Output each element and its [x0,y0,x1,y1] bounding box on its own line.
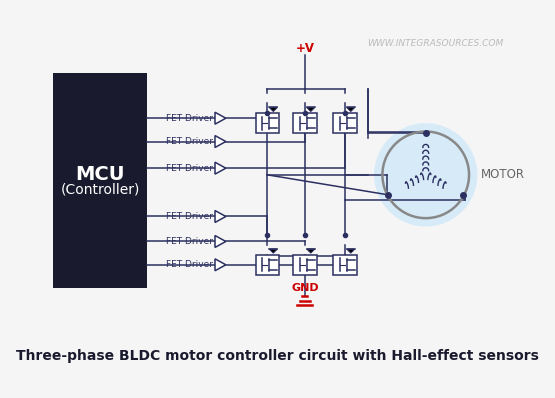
Text: Three-phase BLDC motor controller circuit with Hall-effect sensors: Three-phase BLDC motor controller circui… [16,349,539,363]
Bar [293,255,316,275]
Polygon shape [215,259,226,271]
Text: FET Driver: FET Driver [166,260,213,269]
Polygon shape [215,236,226,248]
Polygon shape [269,107,278,111]
Polygon shape [269,249,278,253]
Bar [293,113,316,133]
Polygon shape [215,211,226,222]
Bar [256,255,279,275]
Polygon shape [215,136,226,148]
Text: WWW.INTEGRASOURCES.COM: WWW.INTEGRASOURCES.COM [367,39,503,48]
Bar [53,73,147,288]
Bar [256,113,279,133]
Bar [333,113,357,133]
Polygon shape [347,107,355,111]
Polygon shape [306,249,315,253]
Text: (Controller): (Controller) [60,182,140,196]
Polygon shape [215,162,226,174]
Polygon shape [215,112,226,124]
Polygon shape [306,107,315,111]
Text: GND: GND [291,283,319,293]
Text: FET Driver: FET Driver [166,164,213,173]
Text: FET Driver: FET Driver [166,212,213,221]
Text: FET Driver: FET Driver [166,137,213,146]
Circle shape [374,123,477,226]
Polygon shape [347,249,355,253]
Text: MCU: MCU [75,164,125,183]
Text: +V: +V [295,42,315,55]
Text: FET Driver: FET Driver [166,237,213,246]
Text: FET Driver: FET Driver [166,114,213,123]
Bar [333,255,357,275]
Text: MOTOR: MOTOR [481,168,524,181]
